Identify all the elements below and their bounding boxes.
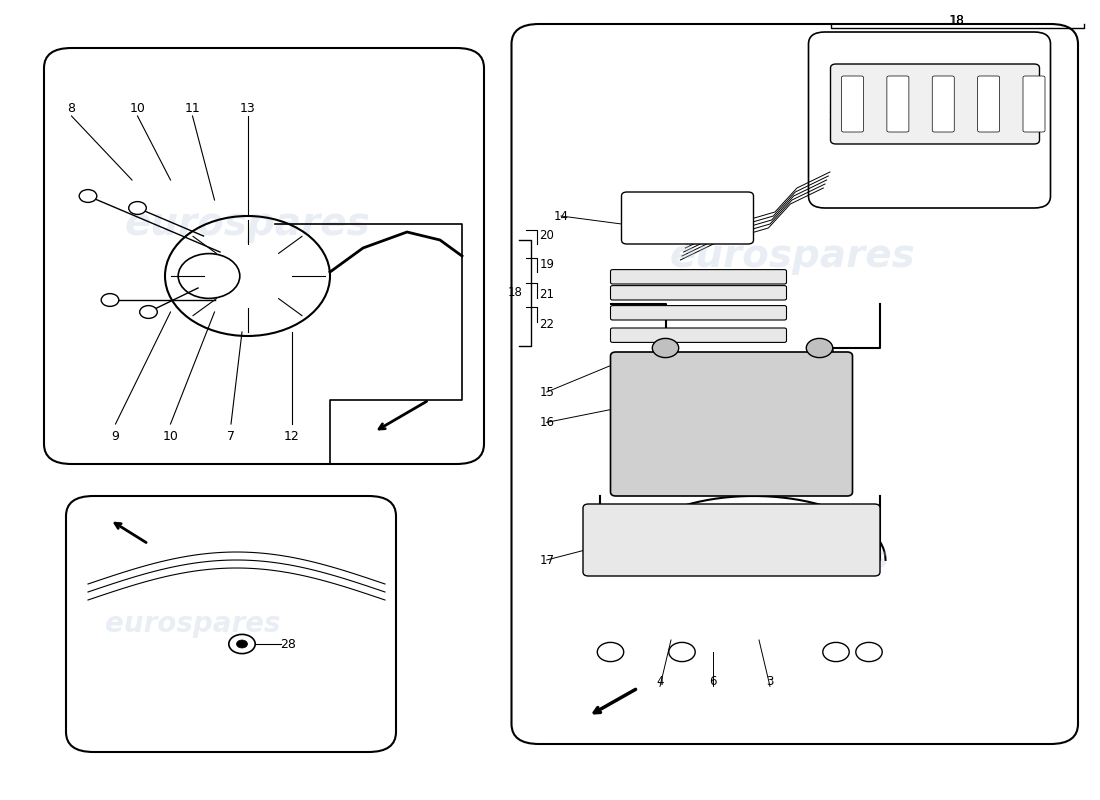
Text: 19: 19 [539,258,554,270]
Text: 17: 17 [539,554,554,566]
Circle shape [229,634,255,654]
Text: 1: 1 [701,382,707,394]
Text: eurospares: eurospares [104,610,280,638]
FancyBboxPatch shape [66,496,396,752]
Text: eurospares: eurospares [124,205,371,243]
Text: eurospares: eurospares [695,546,889,574]
Text: 4: 4 [657,675,663,688]
Text: 8: 8 [67,102,76,114]
FancyBboxPatch shape [610,270,786,284]
Circle shape [597,642,624,662]
Text: 24: 24 [930,110,945,122]
Text: 2: 2 [838,382,845,394]
Text: 27: 27 [964,111,977,121]
Circle shape [856,642,882,662]
Text: 23: 23 [862,111,876,121]
FancyBboxPatch shape [842,76,864,132]
FancyBboxPatch shape [933,76,955,132]
FancyBboxPatch shape [512,24,1078,744]
Text: 9: 9 [111,430,120,442]
Text: 25: 25 [894,110,910,122]
Text: 6: 6 [710,675,716,688]
Circle shape [669,642,695,662]
Text: 3: 3 [767,675,773,688]
Circle shape [236,640,248,648]
FancyBboxPatch shape [44,48,484,464]
Text: 13: 13 [240,102,255,114]
Text: 7: 7 [227,430,235,442]
Text: 20: 20 [539,229,554,242]
Circle shape [140,306,157,318]
Text: 26: 26 [828,110,844,122]
FancyBboxPatch shape [621,192,754,244]
Text: 18: 18 [949,14,965,26]
FancyBboxPatch shape [808,32,1050,208]
Text: 18: 18 [949,14,965,26]
Circle shape [79,190,97,202]
Text: 10: 10 [163,430,178,442]
Text: 22: 22 [539,318,554,331]
Text: 11: 11 [185,102,200,114]
Text: 15: 15 [539,386,554,398]
Text: 16: 16 [539,416,554,429]
Text: 12: 12 [284,430,299,442]
Circle shape [129,202,146,214]
FancyBboxPatch shape [610,328,786,342]
Text: 26: 26 [829,111,843,121]
FancyBboxPatch shape [1023,76,1045,132]
FancyBboxPatch shape [610,306,786,320]
FancyBboxPatch shape [887,76,909,132]
Text: 21: 21 [539,288,554,301]
FancyBboxPatch shape [830,64,1040,144]
FancyBboxPatch shape [583,504,880,576]
Text: 27: 27 [962,110,978,122]
Circle shape [652,338,679,358]
Text: 14: 14 [553,210,569,222]
Circle shape [806,338,833,358]
Text: 28: 28 [280,638,296,650]
Text: eurospares: eurospares [669,237,915,275]
Text: 24: 24 [931,111,944,121]
Circle shape [823,642,849,662]
Text: 25: 25 [895,111,909,121]
Text: 5: 5 [778,382,784,394]
Text: 18: 18 [507,286,522,299]
Circle shape [101,294,119,306]
Text: 10: 10 [130,102,145,114]
FancyBboxPatch shape [610,286,786,300]
FancyBboxPatch shape [978,76,1000,132]
Text: 23: 23 [861,110,877,122]
FancyBboxPatch shape [610,352,852,496]
